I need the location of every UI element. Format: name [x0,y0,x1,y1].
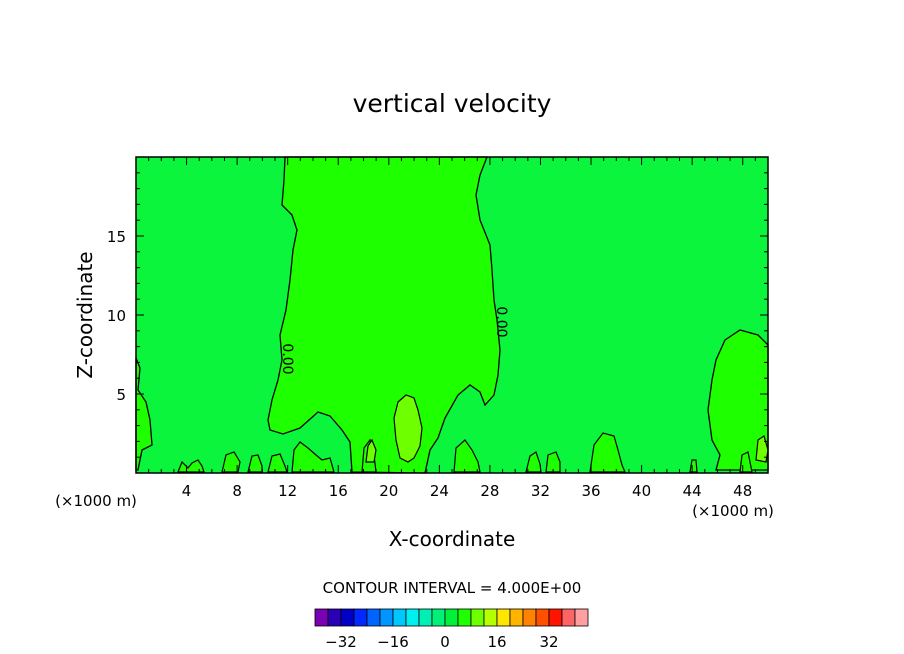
small-cell [589,432,626,473]
x-axis-label: X-coordinate [389,527,516,551]
x-tick-label: 44 [683,482,702,500]
small-cell [221,451,241,473]
x-tick-label: 4 [182,482,192,500]
x-tick-label: 8 [232,482,242,500]
x-unit-left: (×1000 m) [55,492,137,510]
colorbar-swatch [405,608,420,627]
y-axis-label: Z-coordinate [73,251,97,378]
colorbar-tick-label: −16 [377,633,409,651]
x-tick-label: 24 [430,482,449,500]
colorbar-swatch [496,608,511,627]
inner-cell-high [393,394,423,463]
x-unit-right: (×1000 m) [692,502,774,520]
colorbar-swatch [366,608,381,627]
small-cell [291,441,335,473]
colorbar-swatch [353,608,368,627]
y-tick-label: 15 [107,228,126,246]
colorbar-swatch [509,608,524,627]
contour-label: 0.00 [279,343,295,374]
colorbar-swatch [561,608,576,627]
colorbar-swatch [392,608,407,627]
x-tick-label: 28 [480,482,499,500]
x-tick-label: 36 [581,482,600,500]
colorbar-swatch [379,608,394,627]
colorbar-tick-label: 0 [440,633,450,651]
colorbar-swatch [418,608,433,627]
colorbar-swatch [340,608,355,627]
contour-field [135,156,769,474]
contour-interval-text: CONTOUR INTERVAL = 4.000E+00 [323,579,582,597]
positive-region-left [135,357,153,471]
colorbar-swatch [431,608,446,627]
small-cell [177,459,205,473]
colorbar-swatch [444,608,459,627]
colorbar-swatch [522,608,537,627]
small-cell [267,453,288,473]
small-cell [247,454,263,473]
positive-region-center [267,156,501,474]
colorbar-tick-label: 16 [487,633,506,651]
x-axis: 4 8 12 16 20 24 28 32 36 40 44 48 [148,157,756,500]
positive-region-right [707,329,769,471]
x-tick-label: 40 [632,482,651,500]
colorbar-tick-label: −32 [325,633,357,651]
y-axis: 5 10 15 [107,172,768,458]
colorbar-swatch [483,608,498,627]
colorbar-tick-label: 32 [539,633,558,651]
small-cell [545,451,561,473]
colorbar-swatch [535,608,550,627]
colorbar-swatch [457,608,472,627]
colorbar-swatch [314,608,329,627]
contour-label: 0.00 [493,306,509,337]
x-tick-label: 48 [733,482,752,500]
x-tick-label: 12 [278,482,297,500]
chart-title: vertical velocity [353,89,552,118]
x-tick-label: 16 [329,482,348,500]
colorbar-swatch [548,608,563,627]
colorbar-swatch [327,608,342,627]
small-cell [453,439,481,473]
small-cell [525,451,542,473]
colorbar-swatch [574,608,589,627]
colorbar: −32 −16 0 16 32 [314,608,589,651]
x-tick-label: 32 [531,482,550,500]
y-tick-label: 5 [116,386,126,404]
inner-cell-high [365,438,377,463]
x-tick-label: 20 [379,482,398,500]
inner-cell-high [755,435,769,463]
y-tick-label: 10 [107,307,126,325]
colorbar-swatch [470,608,485,627]
